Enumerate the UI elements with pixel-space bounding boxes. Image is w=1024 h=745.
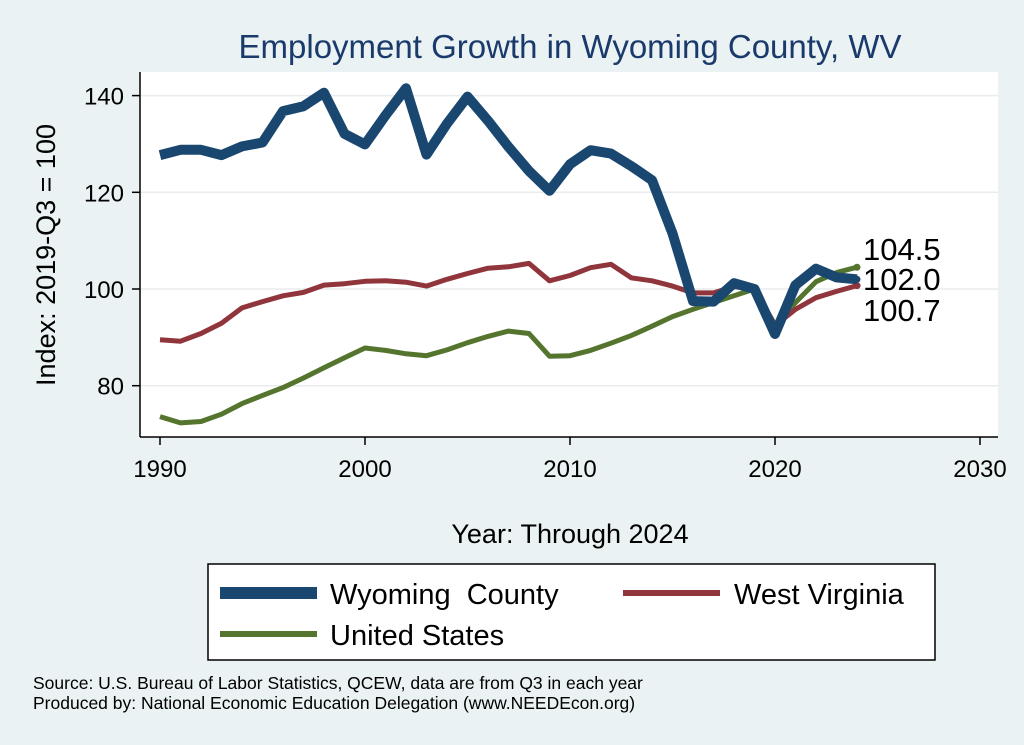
- legend: Wyoming County West Virginia United Stat…: [207, 563, 936, 661]
- end-label-united-states: 104.5: [863, 232, 941, 267]
- end-point-united-states: [853, 263, 861, 271]
- end-point-wyoming-county: [853, 275, 861, 283]
- plot-area: [140, 72, 998, 437]
- chart-title: Employment Growth in Wyoming County, WV: [239, 28, 902, 65]
- producer-note: Produced by: National Economic Education…: [33, 693, 635, 713]
- legend-label-west-virginia: West Virginia: [734, 579, 905, 611]
- x-tick-label-2000: 2000: [338, 456, 391, 483]
- x-axis-title: Year: Through 2024: [451, 519, 688, 549]
- series-lines: [158, 83, 861, 426]
- x-tick-label-2020: 2020: [748, 456, 801, 483]
- y-axis-ticks: 80 100 120 140: [84, 84, 140, 401]
- series-line-united-states: [159, 264, 858, 426]
- y-tick-label-80: 80: [97, 374, 124, 401]
- y-tick-label-120: 120: [84, 180, 124, 207]
- y-tick-label-100: 100: [84, 277, 124, 304]
- x-tick-label-1990: 1990: [133, 456, 186, 483]
- x-tick-label-2010: 2010: [543, 456, 596, 483]
- y-axis-title: Index: 2019-Q3 = 100: [31, 124, 61, 386]
- source-note: Source: U.S. Bureau of Labor Statistics,…: [33, 673, 643, 693]
- legend-box: [207, 563, 936, 661]
- series-line-wyoming-county: [158, 83, 858, 339]
- legend-label-wyoming-county: Wyoming County: [330, 579, 559, 611]
- legend-label-united-states: United States: [330, 620, 504, 652]
- end-label-west-virginia: 100.7: [863, 293, 941, 328]
- x-axis-ticks: 1990 2000 2010 2020 2030: [133, 437, 1007, 483]
- end-label-wyoming-county: 102.0: [863, 262, 941, 297]
- y-tick-label-140: 140: [84, 84, 124, 111]
- x-tick-label-2030: 2030: [953, 456, 1006, 483]
